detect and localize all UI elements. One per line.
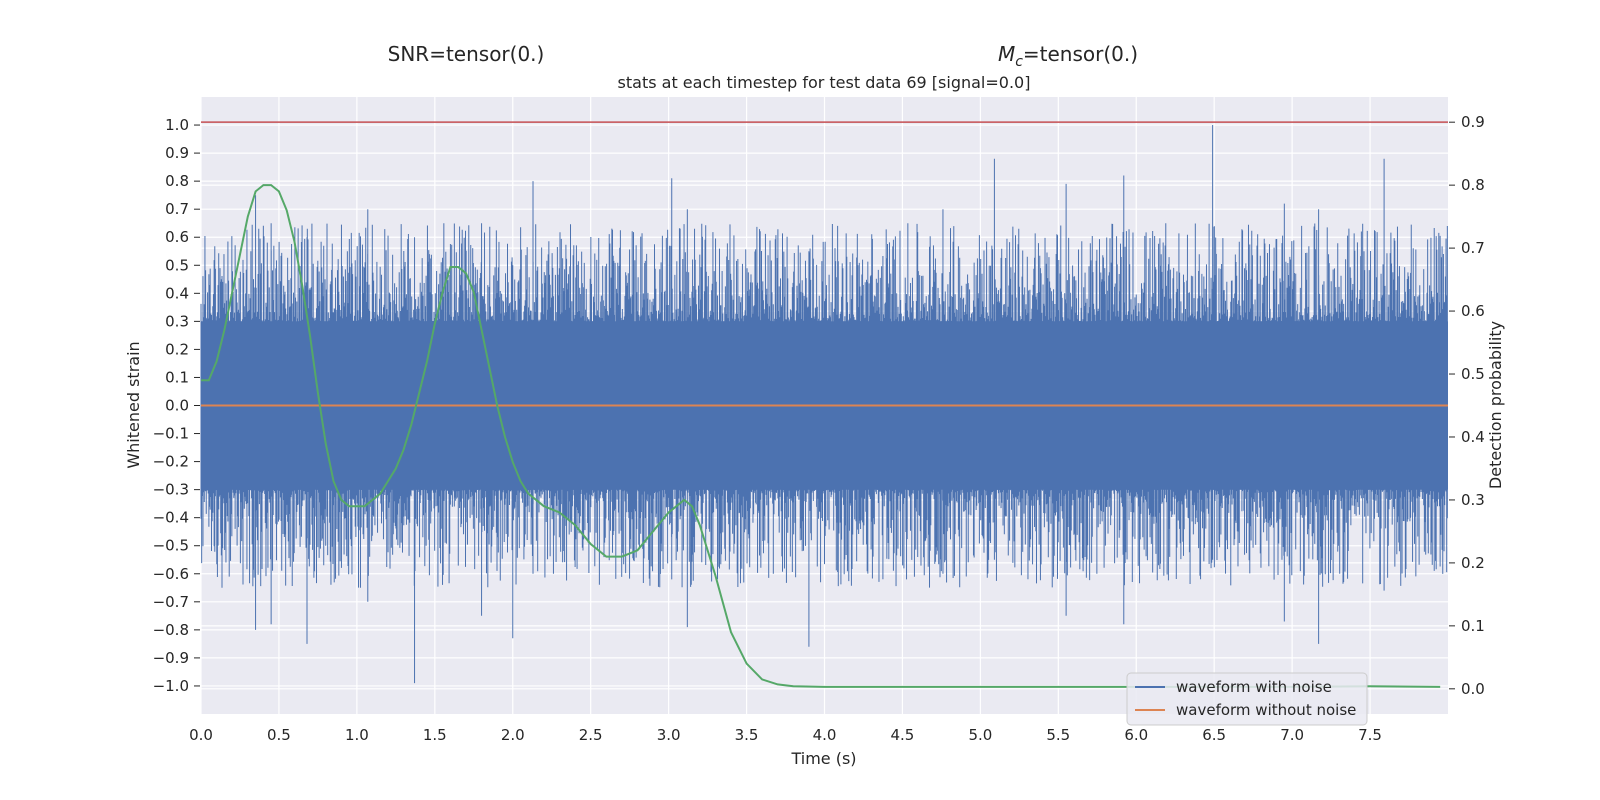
y-tick-label: −0.8 <box>153 621 189 639</box>
y2-tick-label: 0.8 <box>1461 176 1485 194</box>
snr-header: SNR=tensor(0.) <box>388 42 545 66</box>
legend-box <box>1126 672 1368 726</box>
y-tick-label: −0.2 <box>153 453 189 471</box>
legend: waveform with noise waveform without noi… <box>1126 672 1368 726</box>
y2-tick-label: 0.1 <box>1461 617 1485 635</box>
y2-tick-label: 0.5 <box>1461 365 1485 383</box>
x-tick-label: 3.0 <box>657 726 681 744</box>
x-tick-label: 5.5 <box>1046 726 1070 744</box>
y-tick-label: −0.6 <box>153 565 189 583</box>
y-tick-label: 0.8 <box>165 172 189 190</box>
y-tick-label: −0.3 <box>153 481 189 499</box>
x-tick-label: 2.0 <box>501 726 525 744</box>
legend-label-clean: waveform without noise <box>1176 701 1356 719</box>
y-tick-label: 0.7 <box>165 200 189 218</box>
y2-tick-label: 0.2 <box>1461 554 1485 572</box>
y2-tick-label: 0.7 <box>1461 239 1485 257</box>
overlay-lines <box>201 121 1448 688</box>
x-tick-label: 1.0 <box>345 726 369 744</box>
y2-tick-label: 0.9 <box>1461 113 1485 131</box>
y2-tick-label: 0.0 <box>1461 680 1485 698</box>
legend-label-noise: waveform with noise <box>1176 678 1332 696</box>
y-axis-label: Whitened strain <box>124 341 143 468</box>
x-tick-label: 1.5 <box>423 726 447 744</box>
x-tick-label: 2.5 <box>579 726 603 744</box>
y-tick-label: 0.2 <box>165 340 189 358</box>
x-tick-label: 4.5 <box>891 726 915 744</box>
noise-waveform-line <box>200 125 1448 684</box>
y2-tick-label: 0.4 <box>1461 428 1485 446</box>
y-tick-label: −0.1 <box>153 425 189 443</box>
x-tick-label: 0.5 <box>267 726 291 744</box>
y-tick-label: 0.0 <box>165 397 189 415</box>
x-tick-label: 5.0 <box>968 726 992 744</box>
tick-labels: 0.0 0.5 1.0 1.5 2.0 2.5 3.0 3.5 4.0 4.5 5.0 5.5 6.0 6… <box>153 113 1485 744</box>
chart-title: stats at each timestep for test data 69 … <box>618 73 1031 92</box>
y-tick-label: −1.0 <box>153 677 189 695</box>
y-tick-label: 0.1 <box>165 368 189 386</box>
y-tick-label: −0.7 <box>153 593 189 611</box>
y-tick-label: −0.4 <box>153 509 189 527</box>
chirp-mass-header: Mc=tensor(0.) <box>998 42 1138 70</box>
y-tick-label: 0.5 <box>165 256 189 274</box>
y-tick-label: −0.9 <box>153 649 189 667</box>
y-tick-label: 0.6 <box>165 228 189 246</box>
x-tick-label: 7.5 <box>1358 726 1382 744</box>
y-tick-label: 0.3 <box>165 312 189 330</box>
y2-axis-label: Detection probability <box>1486 321 1505 489</box>
x-tick-label: 3.5 <box>735 726 759 744</box>
x-tick-label: 6.5 <box>1202 726 1226 744</box>
x-tick-label: 7.0 <box>1280 726 1304 744</box>
y-tick-label: 1.0 <box>165 116 189 134</box>
y2-tick-label: 0.3 <box>1461 491 1485 509</box>
y2-tick-label: 0.6 <box>1461 302 1485 320</box>
x-axis-label: Time (s) <box>790 749 856 768</box>
x-tick-label: 4.0 <box>813 726 837 744</box>
x-tick-label: 6.0 <box>1124 726 1148 744</box>
y-tick-label: 0.4 <box>165 284 189 302</box>
y-tick-label: −0.5 <box>153 537 189 555</box>
y-tick-label: 0.9 <box>165 144 189 162</box>
x-tick-label: 0.0 <box>189 726 213 744</box>
detection-probability-line <box>201 184 1441 688</box>
